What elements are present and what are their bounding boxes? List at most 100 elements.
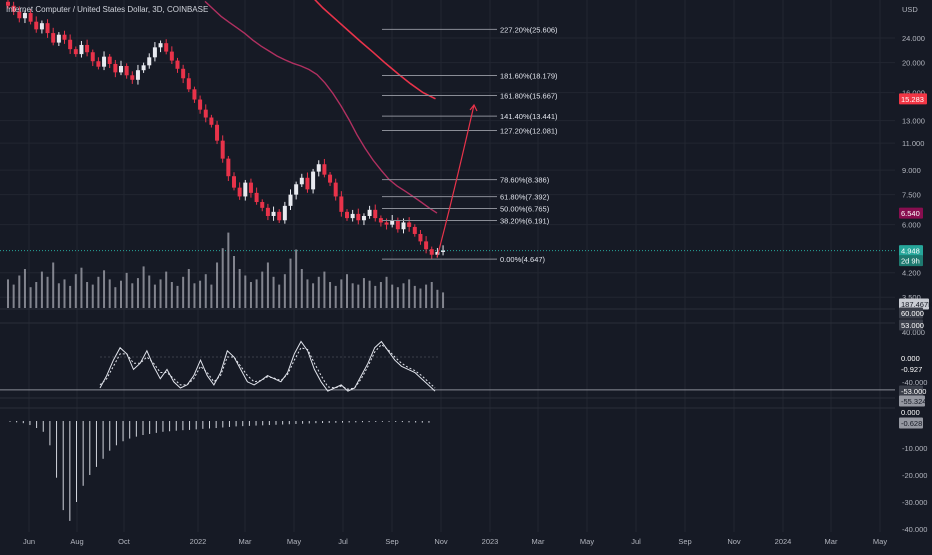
tag-osc-level: -53.000 <box>901 387 926 396</box>
volume-bar <box>278 284 281 308</box>
volume-bar <box>216 262 219 308</box>
candle-body <box>220 140 225 159</box>
osc-fast-line <box>99 340 436 392</box>
candle-body <box>412 226 417 234</box>
x-tick-label: Aug <box>70 537 83 546</box>
volume-bar <box>261 271 264 308</box>
candle-body <box>294 184 299 195</box>
tag-level: 60.000 <box>901 309 924 318</box>
candle-body <box>441 250 446 252</box>
volume-bar <box>57 283 60 308</box>
volume-bar <box>351 283 354 308</box>
volume-bar <box>91 284 94 308</box>
tag-macd-zero: 0.000 <box>901 408 920 417</box>
candle-body <box>305 177 310 190</box>
tag-osc-level-bg <box>899 385 923 397</box>
volume-bar <box>233 256 235 308</box>
volume-bar <box>52 262 55 308</box>
volume-bar <box>362 278 365 308</box>
volume-bar <box>210 284 213 308</box>
volume-bar <box>40 271 43 308</box>
volume-bar <box>312 283 315 308</box>
y-tick-label: 7.500 <box>902 191 921 200</box>
volume-bar <box>329 282 332 308</box>
candle-body <box>11 5 16 12</box>
volume-bar <box>413 285 416 308</box>
tag-volume: 187.467K <box>901 300 932 309</box>
volume-bar <box>430 282 433 308</box>
candle-body <box>186 78 191 90</box>
x-tick-label: Jul <box>338 537 348 546</box>
candle-body <box>322 164 327 175</box>
candle-body <box>384 222 389 225</box>
candle-body <box>288 194 293 206</box>
projection-arrowhead <box>469 103 478 112</box>
candle-body <box>311 171 316 190</box>
volume-bar <box>131 283 134 308</box>
candle-body <box>79 44 84 55</box>
volume-bar <box>283 274 286 308</box>
volume-bar <box>114 287 117 308</box>
volume-bar <box>193 283 196 308</box>
x-tick-label: Nov <box>434 537 448 546</box>
volume-bar <box>379 282 382 308</box>
candle-body <box>203 109 208 118</box>
x-tick-label: Nov <box>727 537 741 546</box>
volume-bar <box>408 279 411 308</box>
x-tick-label: Jun <box>23 537 35 546</box>
tag-countdown: 2d 9h <box>901 257 920 266</box>
x-tick-label: May <box>580 537 594 546</box>
candle-body <box>34 21 39 30</box>
candle-body <box>390 220 395 225</box>
osc-slow-line <box>99 343 436 390</box>
candle-body <box>395 220 400 230</box>
volume-bar <box>340 279 343 308</box>
chart-title: Internet Computer / United States Dollar… <box>6 5 209 14</box>
candle-body <box>152 47 157 58</box>
candle-body <box>407 222 412 227</box>
candle-body <box>243 182 248 197</box>
volume-bar <box>391 284 394 308</box>
candle-body <box>350 213 355 219</box>
candle-body <box>107 56 112 64</box>
y-tick-label: 11.000 <box>902 139 924 148</box>
tag-osc-zero: 0.000 <box>901 354 920 363</box>
volume-bar <box>187 269 190 308</box>
volume-bar <box>227 232 230 308</box>
x-tick-label: Sep <box>678 537 691 546</box>
y-tick-label: 24.000 <box>902 34 925 43</box>
volume-bar <box>255 279 258 308</box>
tag-level: 53.000 <box>901 321 924 330</box>
volume-bar <box>18 275 21 308</box>
candle-body <box>39 23 44 30</box>
volume-bar <box>442 292 445 308</box>
candle-body <box>316 164 321 172</box>
fib-level-label: 227.20%(25.606) <box>500 25 558 34</box>
volume-bar <box>249 282 252 308</box>
x-tick-label: 2023 <box>482 537 499 546</box>
tag-countdown-bg <box>899 255 923 267</box>
candle-body <box>119 65 123 73</box>
projection-arrow <box>436 104 475 258</box>
volume-bar <box>334 285 337 308</box>
tag-last-price-bg <box>899 245 923 257</box>
x-tick-label: Sep <box>385 537 398 546</box>
volume-bar <box>63 279 66 308</box>
y-tick-label: 9.000 <box>902 166 921 175</box>
volume-bar <box>29 287 32 308</box>
candle-body <box>424 241 429 250</box>
candle-body <box>215 124 220 141</box>
candle-body <box>299 177 304 185</box>
volume-bar <box>176 285 179 308</box>
x-tick-label: Mar <box>825 537 838 546</box>
fib-level-label: 61.80%(7.392) <box>500 193 550 202</box>
volume-bar <box>165 271 168 308</box>
volume-bar <box>368 280 371 308</box>
volume-bar <box>148 275 151 308</box>
candle-body <box>356 213 361 221</box>
x-tick-label: 2024 <box>775 537 792 546</box>
candle-body <box>51 33 56 43</box>
candle-body <box>378 218 383 223</box>
